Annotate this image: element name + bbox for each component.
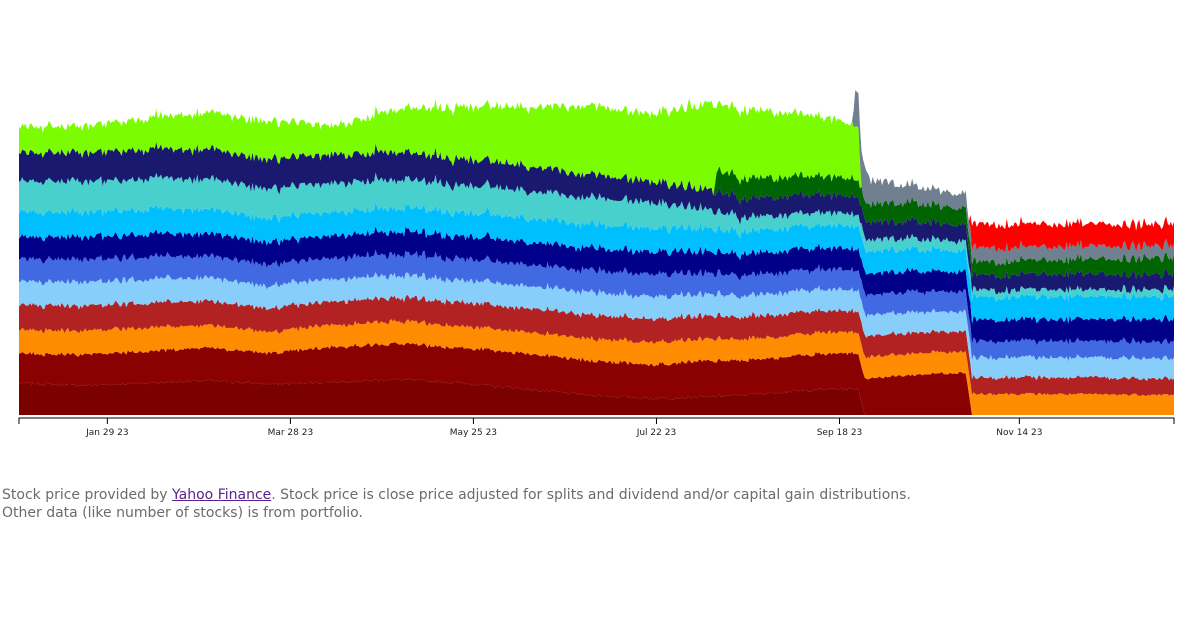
x-tick-label: Sep 18 23	[817, 428, 863, 438]
x-tick-label: Nov 14 23	[996, 428, 1042, 438]
x-tick-label: Mar 28 23	[268, 428, 314, 438]
series-area-12	[19, 98, 1174, 266]
price-source-suffix: . Stock price is close price adjusted fo…	[271, 487, 911, 503]
series-area-10	[19, 141, 1174, 295]
series-area-2	[19, 342, 1174, 415]
x-tick-label: May 25 23	[450, 428, 497, 438]
series-area-7	[19, 226, 1174, 346]
x-axis-line	[18, 417, 1175, 424]
chart-container: Jan 29 23 Mar 28 23 May 25 23 Jul 22 23 Sep …	[18, 90, 1175, 438]
series-area-9	[19, 172, 1174, 302]
price-source-note: Stock price provided by Yahoo Finance. S…	[2, 486, 911, 504]
portfolio-data-note: Other data (like number of stocks) is fr…	[2, 505, 363, 521]
series-area-11	[19, 141, 1174, 280]
series-area-8	[19, 201, 1174, 324]
series-area-3	[19, 319, 1174, 415]
series-area-13	[19, 90, 1174, 266]
series-areas	[19, 90, 1174, 415]
x-tick-label: Jan 29 23	[85, 428, 129, 438]
series-area-5	[19, 272, 1174, 381]
x-tick-label: Jul 22 23	[636, 428, 677, 438]
series-area-6	[19, 249, 1174, 362]
series-area-1	[19, 378, 1174, 415]
x-axis: Jan 29 23 Mar 28 23 May 25 23 Jul 22 23 Sep …	[18, 417, 1175, 438]
yahoo-finance-link[interactable]: Yahoo Finance	[172, 487, 272, 503]
stacked-area-chart: Jan 29 23 Mar 28 23 May 25 23 Jul 22 23 Sep …	[18, 90, 1175, 438]
price-source-prefix: Stock price provided by	[2, 487, 173, 503]
series-area-14	[19, 90, 1174, 253]
series-area-4	[19, 294, 1174, 397]
